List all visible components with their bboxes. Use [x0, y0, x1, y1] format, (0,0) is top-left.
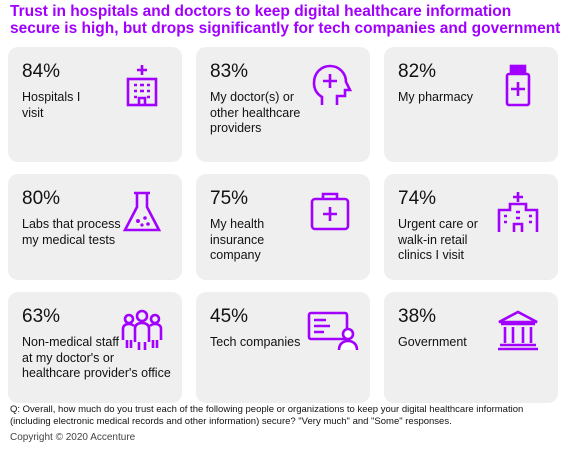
- card-hospitals: 84% Hospitals I visit: [8, 47, 182, 162]
- card-percentage: 80%: [22, 188, 61, 209]
- tech-profile-icon: [306, 308, 360, 352]
- lab-flask-icon: [120, 190, 164, 234]
- card-urgent-care: 74% Urgent care or walk-in retail clinic…: [384, 174, 558, 280]
- government-building-icon: [496, 308, 540, 352]
- clinic-building-icon: [496, 190, 540, 234]
- card-insurance: 75% My health insurance company: [196, 174, 370, 280]
- card-non-medical-staff: 63% Non-medical staff at my doctor's or …: [8, 292, 182, 403]
- headline: Trust in hospitals and doctors to keep d…: [10, 3, 572, 37]
- footnote: Q: Overall, how much do you trust each o…: [10, 404, 572, 428]
- card-percentage: 74%: [398, 188, 437, 209]
- card-doctors: 83% My doctor(s) or other healthcare pro…: [196, 47, 370, 162]
- headline-line-2: secure is high, but drops significantly …: [10, 20, 561, 37]
- footnote-line-2: (including electronic medical records an…: [10, 416, 452, 427]
- card-labs: 80% Labs that process my medical tests: [8, 174, 182, 280]
- card-government: 38% Government: [384, 292, 558, 403]
- card-label: Hospitals I visit: [22, 90, 81, 120]
- card-percentage: 82%: [398, 61, 437, 82]
- card-percentage: 38%: [398, 306, 437, 327]
- card-percentage: 84%: [22, 61, 61, 82]
- card-percentage: 75%: [210, 188, 249, 209]
- staff-group-icon: [120, 308, 164, 352]
- card-label: Labs that process my medical tests: [22, 217, 121, 247]
- card-percentage: 83%: [210, 61, 249, 82]
- hospital-building-icon: [120, 63, 164, 107]
- card-percentage: 45%: [210, 306, 249, 327]
- medical-kit-icon: [308, 190, 352, 234]
- headline-line-1: Trust in hospitals and doctors to keep d…: [10, 3, 512, 20]
- medicine-bottle-icon: [496, 63, 540, 107]
- card-label: Government: [398, 335, 467, 349]
- head-medical-cross-icon: [308, 63, 352, 107]
- card-label: My health insurance company: [210, 217, 265, 262]
- card-pharmacy: 82% My pharmacy: [384, 47, 558, 162]
- card-label: My doctor(s) or other healthcare provide…: [210, 90, 301, 135]
- card-tech-companies: 45% Tech companies: [196, 292, 370, 403]
- card-label: Urgent care or walk-in retail clinics I …: [398, 217, 478, 262]
- footnote-line-1: Q: Overall, how much do you trust each o…: [10, 404, 524, 415]
- card-percentage: 63%: [22, 306, 61, 327]
- copyright: Copyright © 2020 Accenture: [10, 432, 136, 443]
- card-label: My pharmacy: [398, 90, 474, 104]
- card-label: Non-medical staff at my doctor's or heal…: [22, 335, 171, 380]
- card-label: Tech companies: [210, 335, 301, 349]
